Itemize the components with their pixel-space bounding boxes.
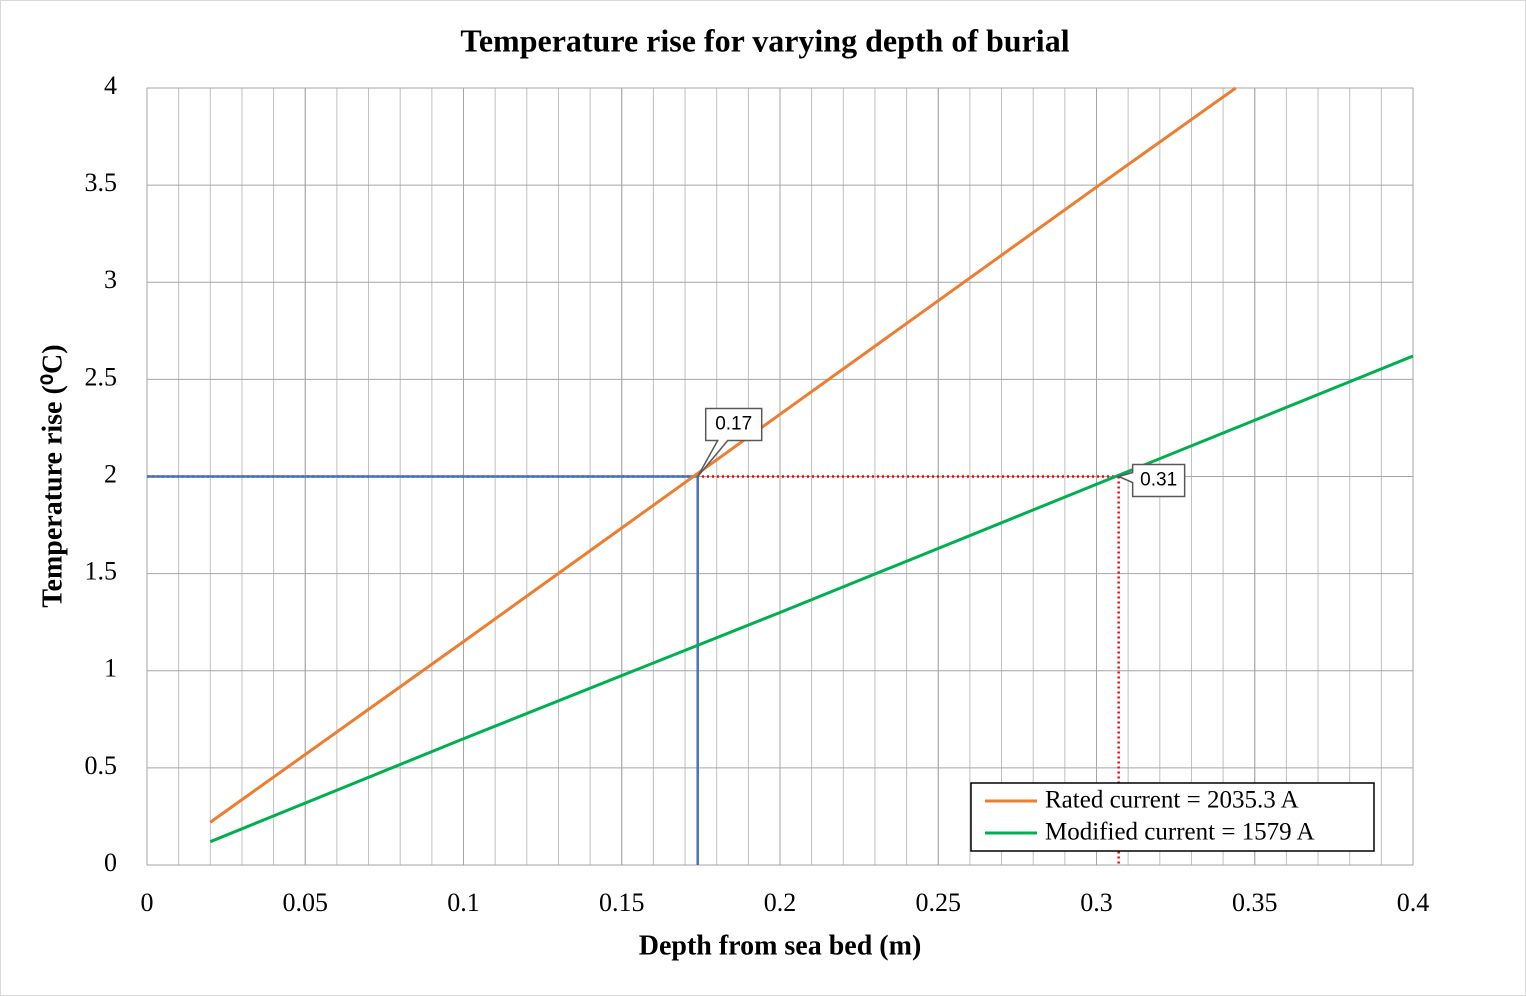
y-tick-label: 2.5: [85, 362, 118, 391]
x-tick-label: 0.1: [447, 888, 480, 917]
x-tick-label: 0.2: [764, 888, 797, 917]
y-tick-label: 1: [104, 654, 117, 683]
y-tick-label: 3.5: [85, 168, 118, 197]
y-tick-label: 1.5: [85, 557, 118, 586]
x-axis-label: Depth from sea bed (m): [639, 930, 922, 961]
legend-label: Modified current = 1579 A: [1045, 819, 1315, 846]
y-axis-label: Temperature rise (⁰C): [37, 344, 68, 607]
x-tick-label: 0: [141, 888, 154, 917]
chart-title: Temperature rise for varying depth of bu…: [460, 22, 1069, 58]
x-tick-label: 0.4: [1397, 888, 1430, 917]
y-tick-label: 3: [104, 265, 117, 294]
x-tick-label: 0.25: [916, 888, 962, 917]
y-tick-label: 0.5: [85, 751, 118, 780]
callout-box: [697, 407, 763, 477]
y-tick-label: 2: [104, 459, 117, 488]
callout-box: [1116, 463, 1186, 498]
callout-label: 0.31: [1140, 470, 1177, 491]
series-line: [209, 86, 1237, 824]
y-tick-label: 0: [104, 848, 117, 877]
y-tick-label: 4: [104, 71, 117, 100]
callout: 0.31: [1116, 463, 1186, 498]
x-tick-label: 0.05: [283, 888, 329, 917]
callout: 0.17: [697, 407, 763, 477]
series-line: [209, 354, 1414, 844]
legend-label: Rated current = 2035.3 A: [1045, 787, 1299, 814]
x-tick-label: 0.3: [1080, 888, 1113, 917]
x-tick-label: 0.15: [599, 888, 645, 917]
x-tick-label: 0.35: [1232, 888, 1278, 917]
callout-label: 0.17: [715, 414, 752, 435]
legend-box: [970, 782, 1375, 852]
